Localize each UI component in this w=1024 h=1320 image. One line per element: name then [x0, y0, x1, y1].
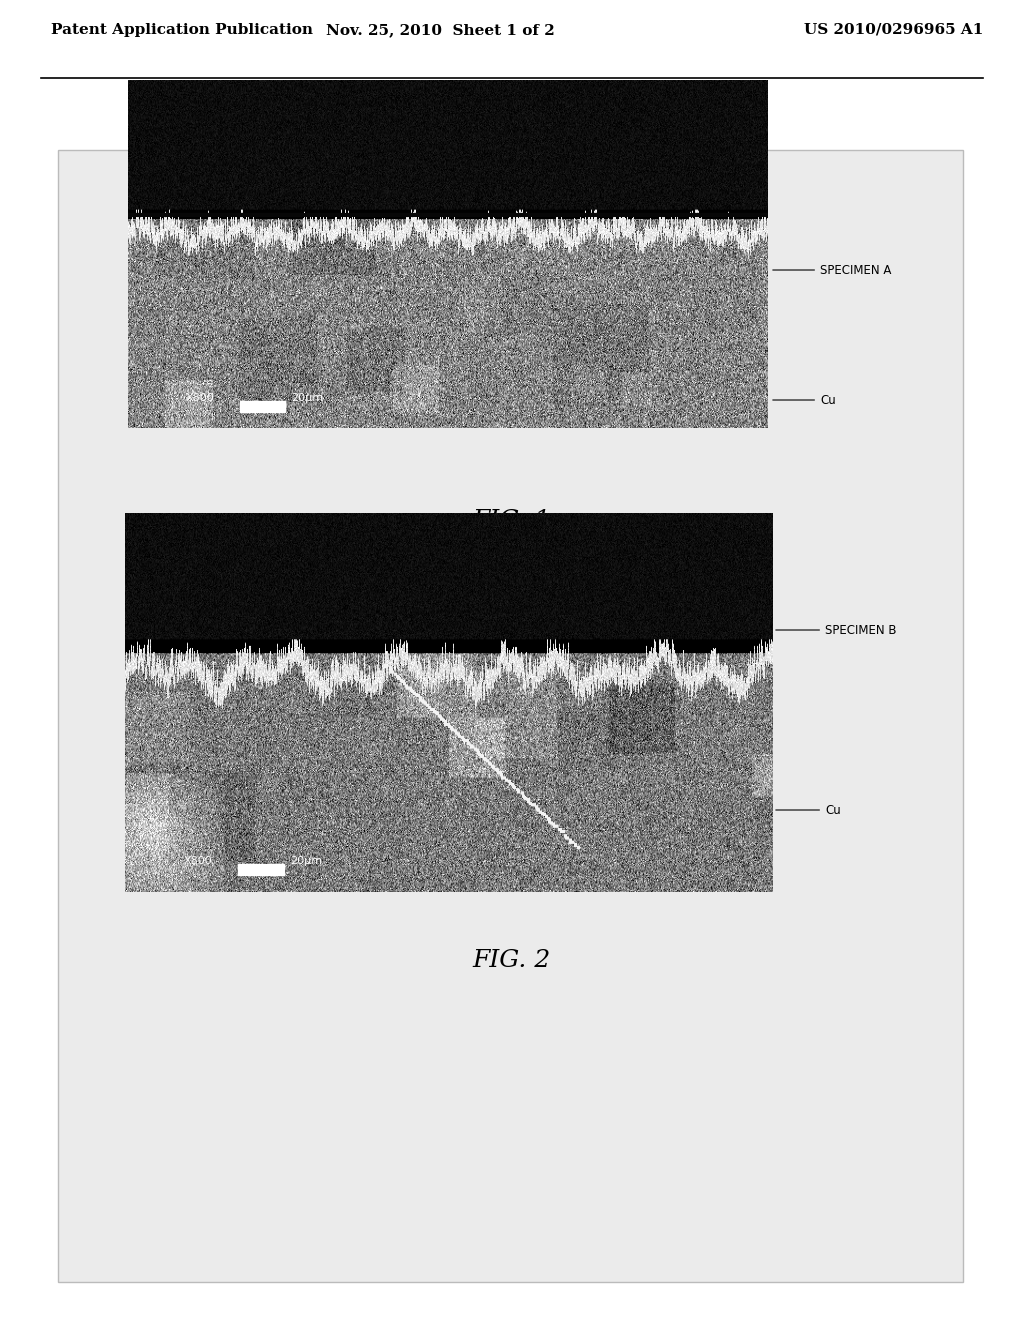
Text: Cu: Cu — [776, 804, 841, 817]
Text: SPECIMEN B: SPECIMEN B — [776, 623, 896, 636]
Text: US 2010/0296965 A1: US 2010/0296965 A1 — [804, 22, 983, 37]
Text: 20μm: 20μm — [290, 855, 323, 866]
Text: X800: X800 — [185, 393, 214, 403]
Bar — [58, 150, 963, 1282]
Text: SPECIMEN A: SPECIMEN A — [773, 264, 891, 276]
Text: Patent Application Publication: Patent Application Publication — [51, 22, 313, 37]
Text: 20μm: 20μm — [291, 393, 324, 403]
Text: X800: X800 — [183, 855, 212, 866]
Text: FIG. 1: FIG. 1 — [473, 508, 551, 532]
Bar — [239, 865, 284, 875]
Text: FIG. 2: FIG. 2 — [473, 949, 551, 972]
Bar — [240, 401, 285, 412]
Text: Nov. 25, 2010  Sheet 1 of 2: Nov. 25, 2010 Sheet 1 of 2 — [326, 22, 555, 37]
Text: Cu: Cu — [773, 393, 836, 407]
Text: CRACK: CRACK — [483, 565, 574, 638]
